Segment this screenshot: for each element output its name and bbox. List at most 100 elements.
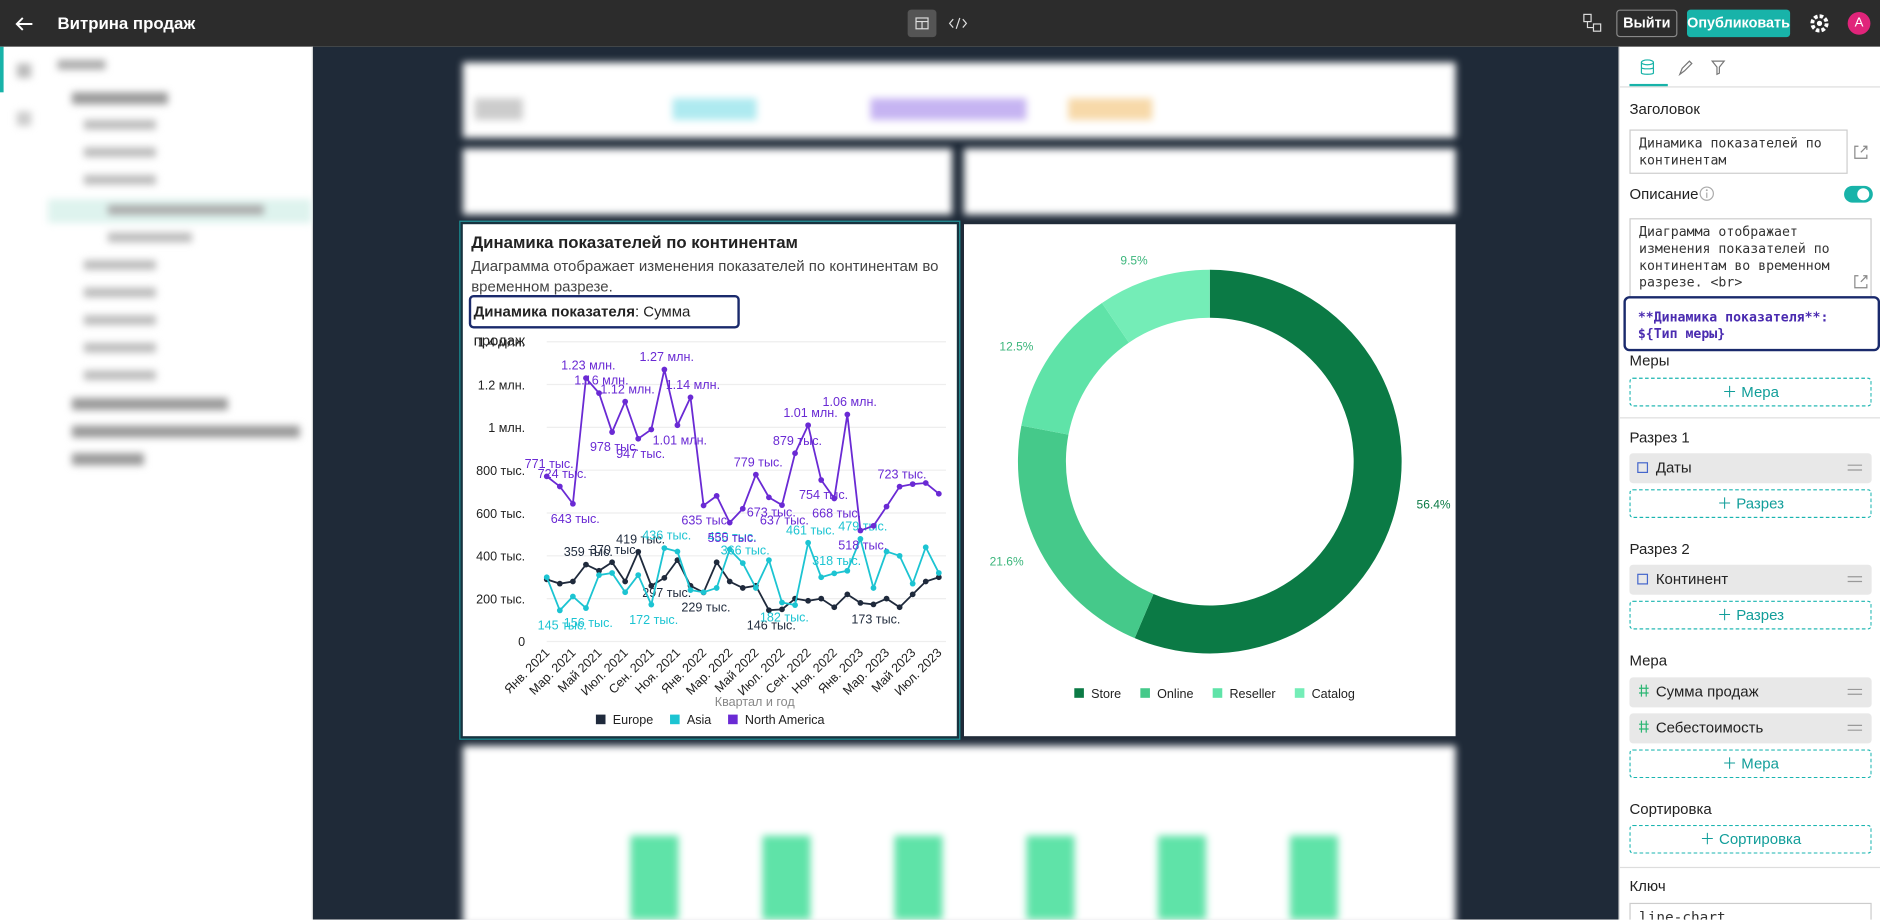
y-tick-label: 200 тыс. — [476, 592, 525, 606]
point — [661, 545, 668, 551]
point — [805, 422, 812, 429]
legend-swatch — [670, 714, 680, 725]
point — [752, 585, 759, 591]
point — [831, 604, 838, 611]
point — [818, 477, 825, 483]
expand-icon[interactable] — [1852, 144, 1869, 161]
data-label: 947 тыс. — [616, 447, 665, 461]
data-label: 668 тыс. — [812, 507, 861, 521]
point — [622, 398, 629, 405]
expand-icon[interactable] — [1852, 273, 1869, 290]
point — [543, 574, 550, 581]
point — [687, 394, 694, 401]
structure-button[interactable] — [1580, 11, 1604, 35]
filter-tile-blurred — [462, 148, 953, 215]
avatar[interactable]: А — [1847, 11, 1871, 35]
point — [922, 544, 929, 551]
point — [726, 519, 733, 526]
data-label: 419 тыс. — [616, 532, 665, 546]
point — [883, 503, 890, 510]
table-tile-blurred — [462, 745, 1456, 920]
field-item[interactable]: Даты — [1629, 453, 1872, 484]
exit-button[interactable]: Выйти — [1616, 9, 1678, 38]
slice-label: 12.5% — [999, 340, 1033, 354]
description-toggle[interactable] — [1844, 185, 1873, 203]
point — [713, 585, 720, 591]
point — [857, 600, 864, 606]
point — [648, 582, 655, 589]
point — [909, 591, 916, 598]
data-label: 555 тыс. — [708, 531, 757, 545]
point — [570, 593, 576, 600]
panel-tabs[interactable] — [1637, 56, 1757, 80]
layout-tab[interactable] — [907, 9, 937, 38]
field-item[interactable]: Континент — [1629, 564, 1872, 595]
field-item[interactable]: Себестоимость — [1629, 713, 1872, 744]
pie-slice — [1021, 302, 1129, 435]
y-tick-label: 1.4 млн. — [478, 336, 525, 350]
measure-annotation: Динамика показателя: Сумма продаж — [468, 294, 740, 349]
point — [896, 604, 903, 611]
slice-label: 9.5% — [1120, 254, 1148, 268]
legend-label: Asia — [687, 713, 711, 727]
y-tick-label: 1 млн. — [488, 421, 525, 435]
data-label: 359 тыс. — [564, 545, 613, 559]
point — [766, 494, 772, 501]
donut-chart: 56.4% 21.6% 12.5% 9.5% Store Online Reseller Ca… — [990, 254, 1451, 701]
slice-label: 21.6% — [990, 555, 1024, 569]
settings-panel: Заголовок Динамика показателей по контин… — [1618, 46, 1880, 920]
info-icon[interactable] — [1699, 186, 1715, 202]
highlight-box: **Динамика показателя**: ${Тип меры} — [1623, 296, 1880, 352]
legend-label: North America — [745, 713, 825, 727]
data-label: 724 тыс. — [538, 467, 587, 481]
point — [896, 552, 903, 559]
point — [556, 607, 563, 614]
data-label: 182 тыс. — [760, 611, 809, 625]
data-label: 146 тыс. — [747, 618, 796, 632]
point — [687, 587, 694, 593]
add-sort-button[interactable]: ＋ Сортировка — [1629, 824, 1872, 854]
title-input[interactable]: Динамика показателей по континентам — [1629, 129, 1848, 174]
y-tick-label: 1.2 млн. — [478, 378, 525, 392]
point — [870, 522, 877, 529]
add-measure-button[interactable]: ＋ Мера — [1629, 377, 1872, 407]
point — [739, 505, 746, 512]
data-label: 1.01 млн. — [653, 433, 707, 447]
key-input[interactable]: line-chart — [1629, 902, 1872, 920]
data-label: 370 тыс. — [590, 543, 639, 557]
point — [635, 435, 642, 442]
point — [831, 495, 838, 502]
legend-label: Reseller — [1229, 687, 1275, 701]
point — [583, 375, 589, 381]
legend-label: Online — [1157, 687, 1193, 701]
publish-button[interactable]: Опубликовать — [1686, 9, 1791, 38]
add-split-button[interactable]: ＋ Разрез — [1629, 489, 1872, 518]
add-measure-button[interactable]: ＋ Мера — [1629, 749, 1872, 779]
tree-blurred — [0, 47, 313, 920]
field-icons — [1639, 720, 1863, 733]
settings-button[interactable] — [1808, 12, 1831, 35]
label: Меры — [1629, 352, 1670, 370]
button-text: Сортировка — [1718, 830, 1802, 848]
point — [713, 559, 720, 566]
field-item[interactable]: Сумма продаж — [1629, 677, 1872, 708]
point — [726, 546, 733, 553]
back-button[interactable] — [14, 14, 33, 33]
line-widget[interactable]: Динамика показателей по континентам Диаг… — [459, 220, 961, 740]
button-text: Разрез — [1736, 606, 1784, 624]
legend-label: Catalog — [1312, 687, 1355, 701]
legend-swatch — [1294, 688, 1305, 698]
data-label: 173 тыс. — [851, 613, 900, 627]
app-title: Витрина продаж — [57, 13, 196, 33]
data-label: 461 тыс. — [786, 523, 835, 537]
data-label: 1.27 млн. — [640, 350, 694, 364]
y-tick-label: 400 тыс. — [476, 550, 525, 564]
point — [831, 570, 838, 577]
data-label: 1.06 млн. — [823, 395, 877, 409]
data-label: 518 тыс. — [838, 539, 887, 553]
code-tab[interactable] — [945, 10, 971, 38]
point — [857, 536, 864, 542]
add-split-button[interactable]: ＋ Разрез — [1629, 600, 1872, 630]
data-label: 366 тыс. — [721, 544, 770, 558]
